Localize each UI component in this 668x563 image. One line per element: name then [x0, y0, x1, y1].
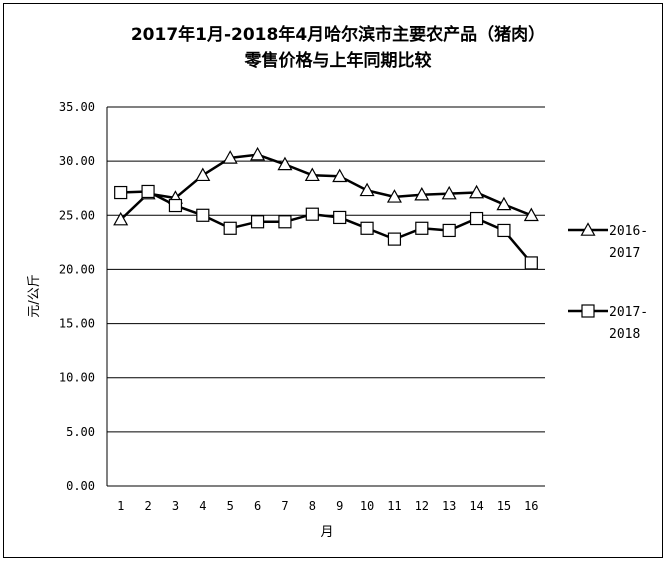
data-point-marker: [113, 211, 129, 226]
x-tick-label: 14: [469, 499, 483, 513]
data-point-marker: [250, 215, 265, 229]
x-tick-label: 13: [442, 499, 456, 513]
data-point-marker: [387, 232, 402, 246]
data-point-marker: [195, 167, 211, 182]
legend: 2016- 2017 2017- 2018: [568, 222, 648, 342]
x-tick-label: 10: [360, 499, 374, 513]
y-tick-label: 30.00: [59, 154, 95, 168]
legend-marker-0: [580, 222, 596, 236]
x-tick-label: 5: [227, 499, 234, 513]
legend-label: 2016-: [609, 224, 648, 239]
x-tick-label: 1: [117, 499, 124, 513]
chart-title-line-2: 零售价格与上年同期比较: [244, 50, 432, 71]
legend-marker-1: [581, 304, 595, 318]
x-tick-label: 6: [254, 499, 261, 513]
data-point-marker: [442, 223, 456, 238]
y-tick-label: 35.00: [59, 100, 95, 114]
x-tick-label: 11: [387, 499, 401, 513]
data-point-marker: [496, 196, 512, 211]
x-tick-label: 9: [336, 499, 343, 513]
y-tick-label: 5.00: [66, 425, 95, 439]
chart-title-line-1: 2017年1月-2018年4月哈尔滨市主要农产品（猪肉）: [131, 24, 545, 45]
x-tick-label: 2: [144, 499, 151, 513]
x-tick-label: 15: [497, 499, 511, 513]
data-point-marker: [277, 156, 293, 171]
x-tick-label: 8: [309, 499, 316, 513]
data-point-marker: [469, 211, 484, 226]
data-point-marker: [414, 186, 430, 201]
series-line-0: [119, 153, 532, 221]
data-point-marker: [114, 185, 128, 200]
y-tick-label: 25.00: [59, 208, 95, 222]
data-point-marker: [524, 256, 538, 270]
x-tick-label: 7: [281, 499, 288, 513]
data-point-marker: [222, 150, 238, 164]
y-tick-label: 10.00: [59, 371, 95, 385]
data-point-marker: [250, 146, 266, 161]
data-point-marker: [469, 184, 485, 199]
data-point-marker: [223, 221, 237, 235]
data-point-marker: [305, 207, 319, 221]
x-axis-title: 月: [320, 525, 333, 540]
data-point-marker: [497, 223, 511, 238]
data-point-marker: [360, 221, 374, 235]
y-tick-label: 20.00: [59, 262, 95, 276]
data-point-marker: [415, 221, 429, 235]
data-point-marker: [168, 198, 183, 213]
data-point-marker: [359, 182, 375, 197]
legend-label: 2017: [609, 246, 640, 261]
legend-label: 2018: [609, 327, 640, 342]
y-tick-label: 0.00: [66, 479, 95, 493]
data-point-marker: [141, 184, 155, 199]
data-point-marker: [304, 167, 320, 182]
chart-frame: [3, 3, 663, 558]
series-line-1: [120, 190, 533, 264]
data-point-marker: [386, 189, 402, 203]
x-tick-label: 16: [524, 499, 538, 513]
data-point-marker: [332, 168, 348, 183]
data-point-marker: [333, 210, 347, 225]
legend-label: 2017-: [609, 305, 648, 320]
data-point-marker: [278, 215, 292, 229]
y-axis-title: 元/公斤: [27, 274, 42, 317]
y-tick-label: 15.00: [59, 317, 95, 331]
data-point-marker: [523, 207, 539, 222]
x-tick-label: 12: [415, 499, 429, 513]
x-tick-label: 3: [172, 499, 179, 513]
x-tick-label: 4: [199, 499, 206, 513]
data-point-marker: [196, 208, 210, 222]
data-point-marker: [441, 185, 457, 200]
